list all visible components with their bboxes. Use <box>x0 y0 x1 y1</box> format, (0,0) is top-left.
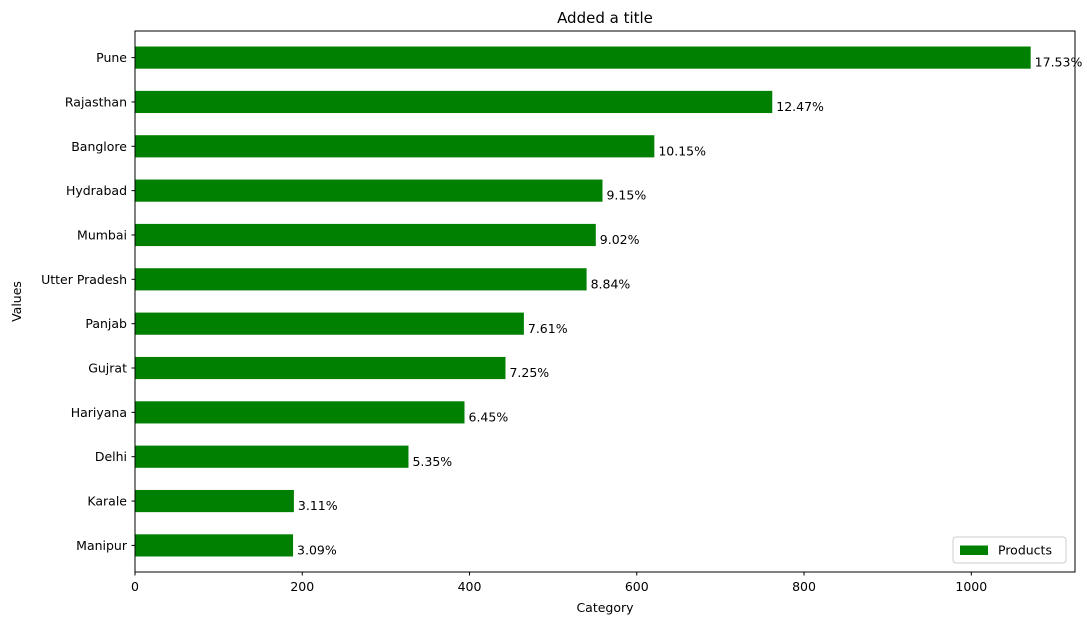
y-tick-label: Pune <box>96 50 127 65</box>
y-tick-label: Rajasthan <box>65 94 127 109</box>
x-tick-label: 1000 <box>955 579 987 594</box>
y-tick-label: Panjab <box>85 316 127 331</box>
y-tick-label: Delhi <box>95 449 127 464</box>
bar <box>135 312 524 335</box>
bar <box>135 223 596 247</box>
legend-swatch <box>960 545 988 555</box>
bar-data-label: 3.09% <box>297 542 337 557</box>
bar <box>135 179 603 202</box>
bar-group: 17.53% 12.47% 10.15% 9.15% 9.02% 8.84% 7.61% 7.… <box>135 46 1083 557</box>
bar-data-label: 7.25% <box>509 365 549 380</box>
bar <box>135 401 465 424</box>
legend-label: Products <box>998 543 1052 558</box>
bar-data-label: 3.11% <box>298 498 338 513</box>
legend-box <box>952 536 1067 564</box>
y-tick-label: Hydrabad <box>66 183 127 198</box>
bar-data-label: 12.47% <box>776 99 824 114</box>
x-tick-label: 800 <box>792 579 816 594</box>
y-tick-label: Utter Pradesh <box>41 272 127 287</box>
x-axis-ticks: 0 200 400 600 800 1000 <box>131 572 987 594</box>
bar <box>135 268 587 291</box>
y-axis-label: Values <box>9 281 24 322</box>
bar-data-label: 7.61% <box>528 321 568 336</box>
x-tick-label: 200 <box>290 579 314 594</box>
chart-title: Added a title <box>557 9 653 27</box>
bar-data-label: 6.45% <box>469 409 509 424</box>
y-tick-label: Banglore <box>71 139 127 154</box>
y-tick-label: Gujrat <box>88 361 127 376</box>
y-tick-label: Mumbai <box>77 227 127 242</box>
bar-data-label: 17.53% <box>1035 55 1083 70</box>
bar <box>135 445 409 468</box>
x-tick-label: 400 <box>458 579 482 594</box>
bar-data-label: 8.84% <box>591 276 631 291</box>
bar <box>135 489 294 513</box>
plot-frame <box>134 30 1076 573</box>
y-tick-label: Hariyana <box>71 405 127 420</box>
bar-data-label: 10.15% <box>658 143 706 158</box>
bar <box>135 46 1031 69</box>
y-axis-ticks: Pune Rajasthan Banglore Hydrabad Mumbai Utter… <box>41 50 135 553</box>
bar-data-label: 9.02% <box>600 232 640 247</box>
y-tick-label: Manipur <box>76 538 128 553</box>
x-tick-label: 600 <box>625 579 649 594</box>
x-tick-label: 0 <box>131 579 139 594</box>
bar <box>135 135 655 158</box>
bar <box>135 356 506 380</box>
legend: Products <box>952 536 1067 564</box>
bar-data-label: 5.35% <box>412 454 452 469</box>
bar <box>135 90 773 114</box>
bar <box>135 534 294 557</box>
x-axis-label: Category <box>576 600 634 615</box>
y-tick-label: Karale <box>87 494 127 509</box>
bar-data-label: 9.15% <box>606 188 646 203</box>
